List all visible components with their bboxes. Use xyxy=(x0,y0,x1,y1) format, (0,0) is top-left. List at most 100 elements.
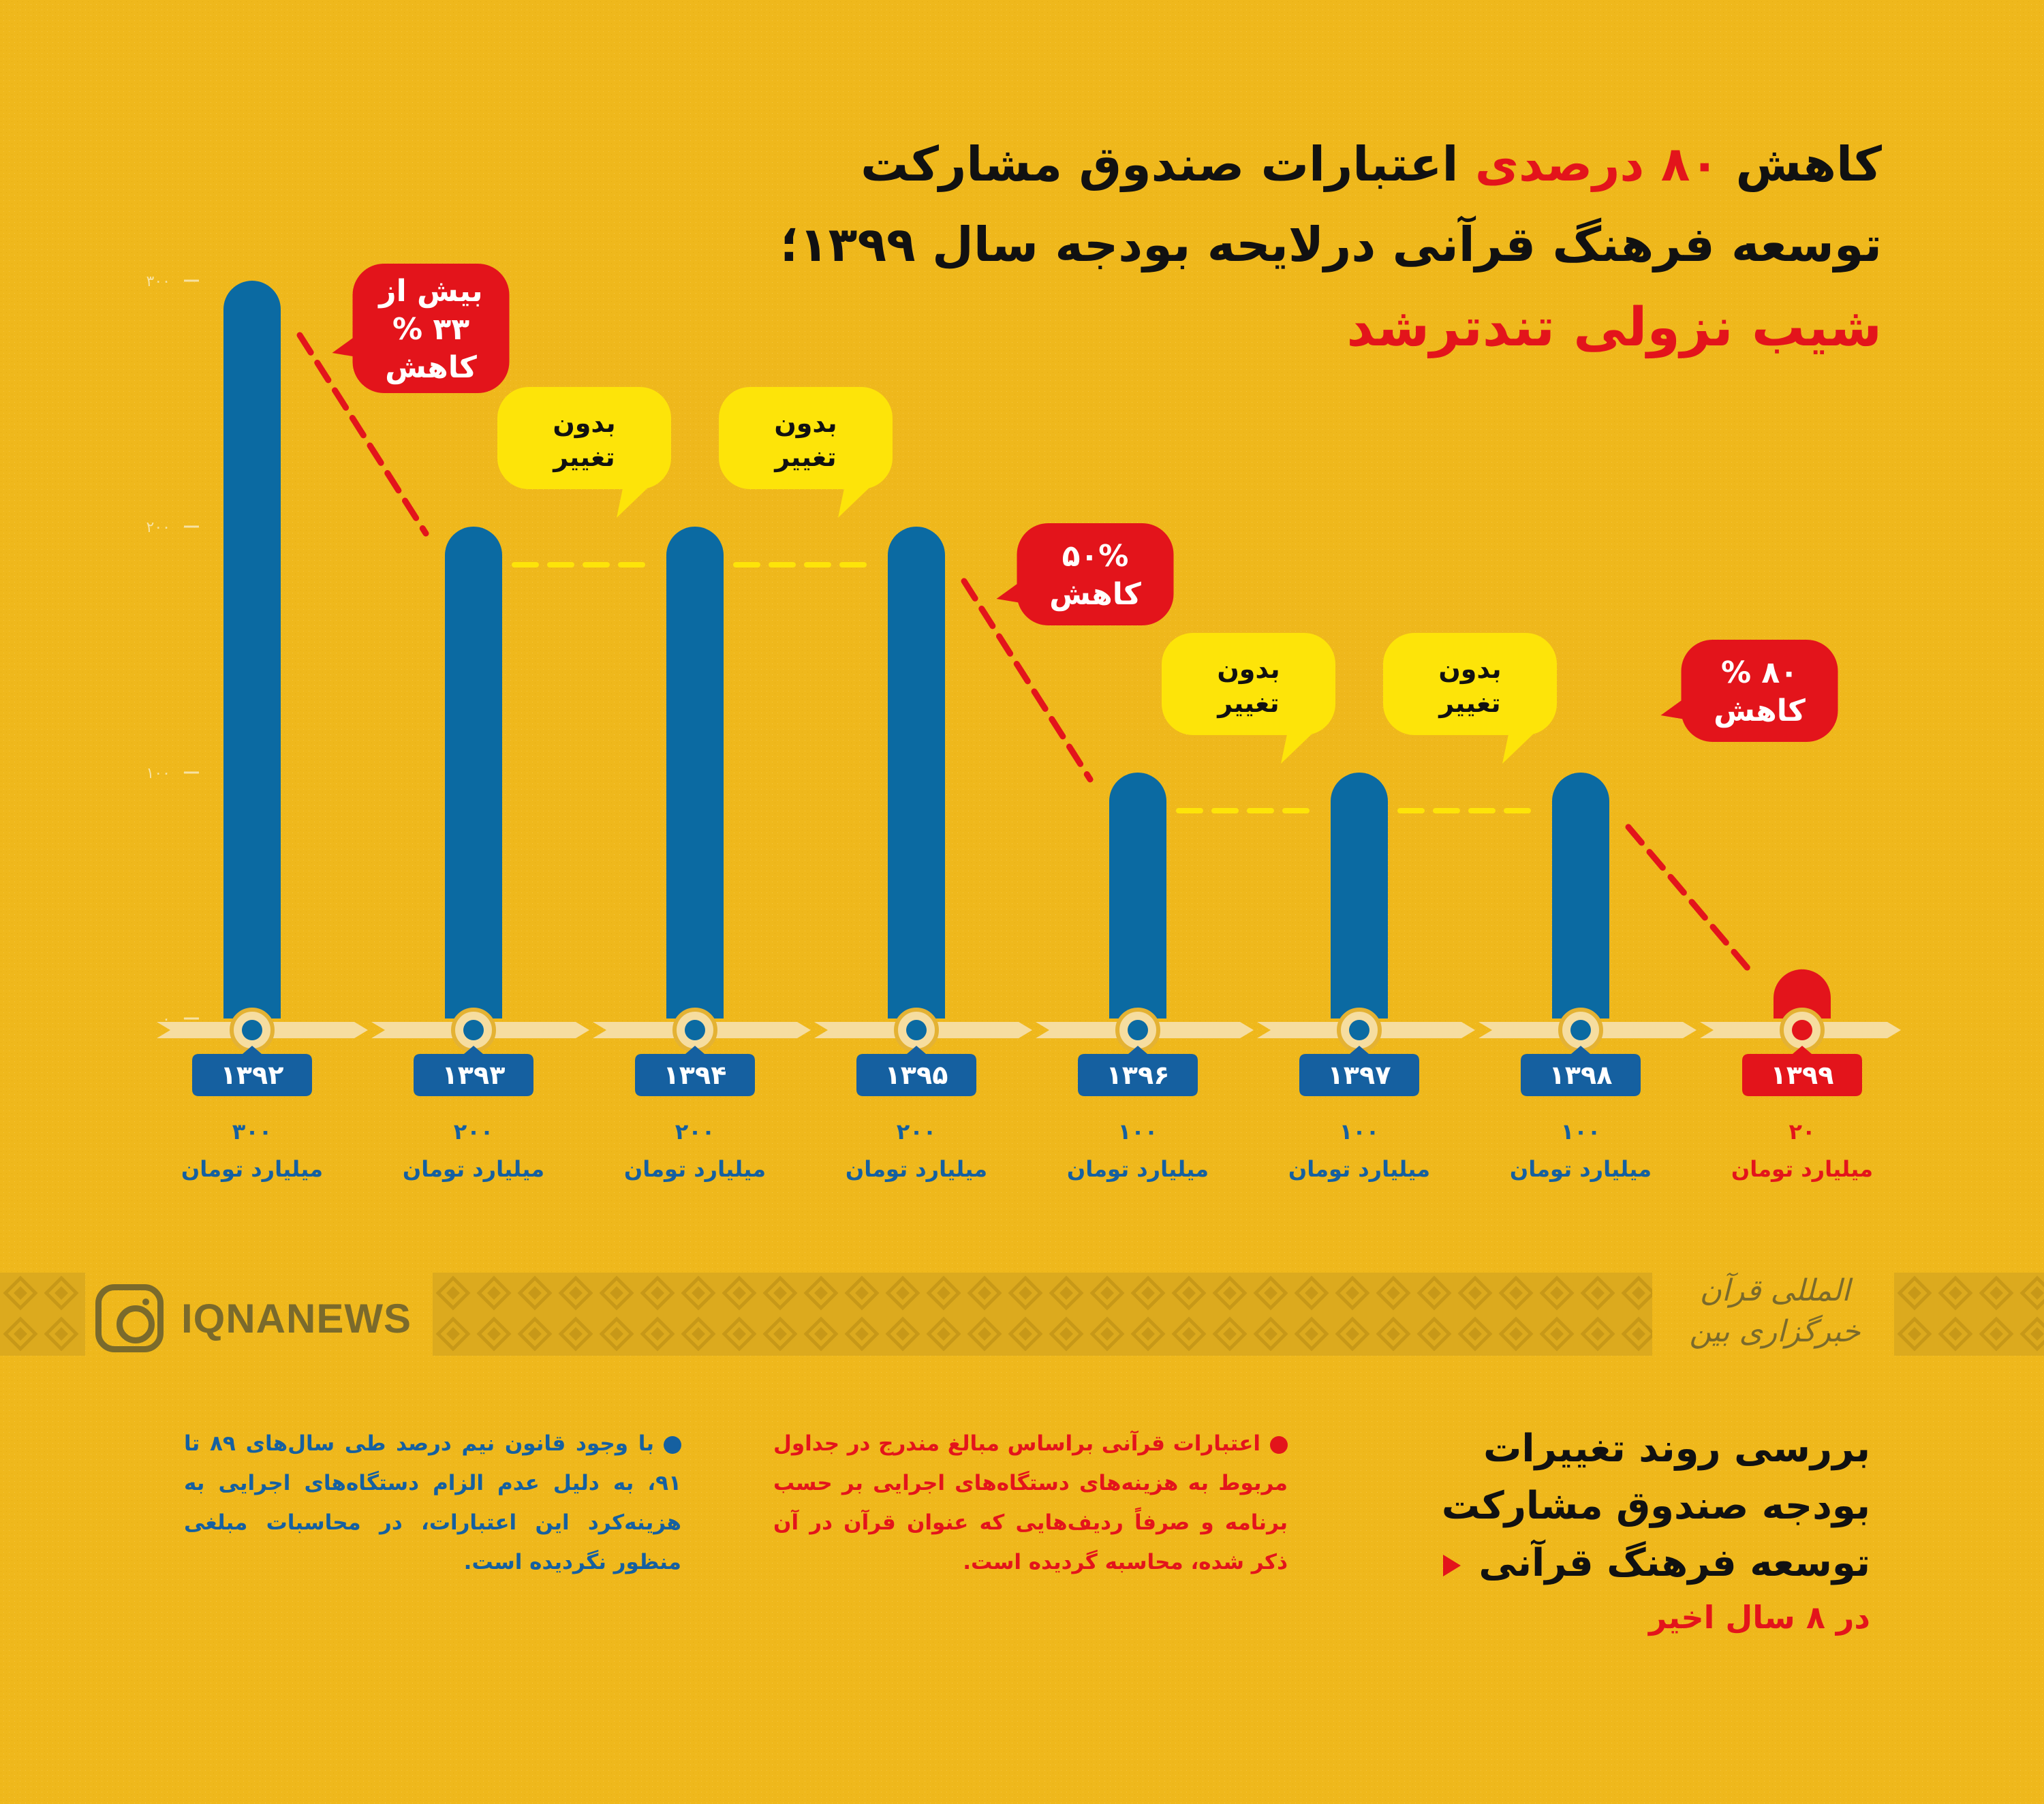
year-label-text: ۱۳۹۸ xyxy=(1549,1060,1613,1090)
annotation-text: کاهش xyxy=(1049,577,1141,612)
title-line-1: کاهش ۸۰ درصدی اعتبارات صندوق مشارکت xyxy=(861,136,1882,192)
note-red: اعتبارات قرآنی براساس مبالغ مندرج در جدا… xyxy=(773,1431,1288,1574)
decrease-bubble: ۵۰%کاهش xyxy=(996,523,1174,625)
y-tick-label: ۰ xyxy=(162,1011,170,1028)
annotation-text: بدون xyxy=(553,408,615,439)
x-tick-label: ۱۳۹۵ xyxy=(856,1046,976,1096)
bubble-body xyxy=(719,387,893,489)
year-label-box xyxy=(1521,1046,1641,1096)
data-label-value: ۱۰۰ xyxy=(1118,1119,1158,1145)
bubble-tail xyxy=(1281,731,1315,764)
ornament-band-middle xyxy=(433,1273,1652,1356)
decrease-bubble: ۸۰ % کاهش xyxy=(1660,640,1838,742)
bar xyxy=(1774,969,1831,1018)
annotation-text: کاهش xyxy=(1714,694,1806,728)
bar xyxy=(1109,773,1166,1018)
year-label-box xyxy=(856,1046,976,1096)
ornament-band-right xyxy=(1894,1273,2044,1356)
side-subheading: در ۸ سال اخیر xyxy=(1649,1599,1870,1636)
data-label-value: ۲۰۰ xyxy=(675,1119,715,1145)
pointer-triangle-icon xyxy=(1443,1554,1461,1576)
decrease-connector xyxy=(1625,824,1758,980)
data-label-unit: میلیارد تومان xyxy=(181,1156,323,1182)
y-tick-label: ۳۰۰ xyxy=(146,273,170,290)
brand-handle-text: IQNANEWS xyxy=(181,1295,412,1341)
year-label-box xyxy=(192,1046,312,1096)
data-label-unit: میلیارد تومان xyxy=(1288,1156,1430,1182)
axis-node-dot xyxy=(1792,1020,1812,1040)
y-tick-label: ۱۰۰ xyxy=(146,765,170,782)
data-label-value: ۱۰۰ xyxy=(1561,1119,1601,1145)
data-label-value: ۱۰۰ xyxy=(1340,1119,1380,1145)
bar xyxy=(223,281,281,1018)
x-tick-label: ۱۳۹۴ xyxy=(635,1046,755,1096)
annotation-text: تغییر xyxy=(1438,688,1500,718)
bubble-tail xyxy=(617,485,651,518)
axis-node-dot xyxy=(242,1020,262,1040)
axis-node-dot xyxy=(1349,1020,1369,1040)
year-label-text: ۱۳۹۲ xyxy=(221,1060,284,1090)
bubble-body xyxy=(352,264,510,393)
data-label-unit: میلیارد تومان xyxy=(1067,1156,1209,1182)
bar xyxy=(445,527,502,1018)
side-heading: بررسی روند تغییرات بودجه صندوق مشارکت تو… xyxy=(1441,1427,1870,1636)
x-tick-label: ۱۳۹۲ xyxy=(192,1046,312,1096)
year-label-text: ۱۳۹۶ xyxy=(1106,1060,1170,1090)
year-label-text: ۱۳۹۵ xyxy=(885,1060,948,1090)
axis-node-dot xyxy=(1128,1020,1148,1040)
axis-node-dot xyxy=(463,1020,484,1040)
bubble-body xyxy=(1383,633,1557,735)
data-label-value: ۳۰۰ xyxy=(232,1119,273,1145)
note-blue: با وجود قانون نیم درصد طی سال‌های ۸۹ تا … xyxy=(184,1431,682,1574)
data-label-unit: میلیارد تومان xyxy=(624,1156,766,1182)
annotation-text: بدون xyxy=(1217,654,1280,685)
year-label-box xyxy=(1078,1046,1198,1096)
brand-handle: IQNANEWS xyxy=(95,1284,412,1352)
bubble-body xyxy=(1681,640,1838,742)
annotation-text: تغییر xyxy=(773,442,836,472)
bubble-body xyxy=(1162,633,1335,735)
y-tick-label: ۲۰۰ xyxy=(146,519,170,536)
bullet-icon xyxy=(1270,1435,1288,1454)
annotation-text: بدون xyxy=(774,408,837,439)
decrease-connector xyxy=(296,332,429,537)
axis-node-dot xyxy=(906,1020,927,1040)
data-label-value: ۲۰ xyxy=(1788,1119,1815,1145)
annotation-text: ۳۳ % xyxy=(392,312,469,347)
bar-chart: ۰ ۱۰۰ ۲۰۰ ۳۰۰ ۱۳۹۲ ۳۰۰ میلیارد تومان ۱۳۹۳ ۲۰۰ میل… xyxy=(146,264,1901,1182)
year-label-box xyxy=(635,1046,755,1096)
data-label-value: ۲۰۰ xyxy=(454,1119,494,1145)
axis-node-dot xyxy=(1570,1020,1591,1040)
annotation-text: کاهش xyxy=(385,350,477,385)
instagram-icon xyxy=(95,1284,164,1352)
x-tick-label: ۱۳۹۹ xyxy=(1742,1046,1862,1096)
annotation-text: ۸۰ % xyxy=(1721,655,1798,690)
x-tick-label: ۱۳۹۸ xyxy=(1521,1046,1641,1096)
data-label-unit: میلیارد تومان xyxy=(846,1156,987,1182)
year-label-text: ۱۳۹۳ xyxy=(442,1060,506,1090)
data-label-unit: میلیارد تومان xyxy=(403,1156,544,1182)
annotation-text: بدون xyxy=(1438,654,1501,685)
year-label-box xyxy=(1299,1046,1419,1096)
bubble-tail xyxy=(838,485,872,518)
year-label-text: ۱۳۹۷ xyxy=(1328,1060,1391,1090)
data-label-unit: میلیارد تومان xyxy=(1731,1156,1873,1182)
title-line-2: توسعه فرهنگ قرآنی درلایحه بودجه سال ۱۳۹۹… xyxy=(779,217,1882,273)
bubble-tail xyxy=(1502,731,1536,764)
year-label-box xyxy=(414,1046,533,1096)
bubble-body xyxy=(497,387,671,489)
bar xyxy=(666,527,724,1018)
data-label-value: ۲۰۰ xyxy=(897,1119,937,1145)
year-label-box xyxy=(1742,1046,1862,1096)
axis-node-dot xyxy=(685,1020,705,1040)
bubble-body xyxy=(1017,523,1174,625)
bar xyxy=(888,527,945,1018)
x-tick-label: ۱۳۹۳ xyxy=(414,1046,533,1096)
year-label-text: ۱۳۹۴ xyxy=(664,1060,727,1090)
